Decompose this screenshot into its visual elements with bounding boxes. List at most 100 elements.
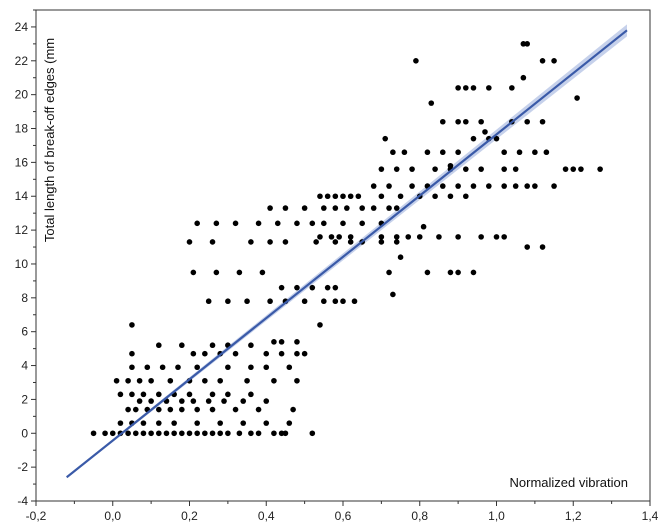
- data-point: [532, 149, 538, 156]
- y-tick-label: 12: [15, 223, 29, 237]
- data-point: [217, 377, 223, 384]
- data-point: [194, 430, 200, 437]
- data-point: [597, 166, 603, 172]
- data-point: [205, 298, 212, 305]
- data-point: [117, 391, 124, 398]
- data-point: [520, 41, 527, 47]
- data-point: [439, 149, 446, 156]
- data-point: [232, 350, 239, 357]
- data-point: [317, 234, 323, 240]
- data-point: [413, 57, 419, 64]
- data-point: [520, 74, 527, 81]
- data-point: [236, 430, 243, 437]
- data-point: [455, 183, 461, 189]
- data-point: [294, 284, 300, 291]
- data-point: [355, 193, 362, 200]
- data-point: [171, 430, 177, 437]
- data-point: [436, 234, 442, 240]
- data-point: [424, 149, 431, 156]
- data-point: [132, 430, 139, 437]
- data-point: [179, 406, 185, 413]
- data-point: [240, 420, 247, 426]
- data-point: [390, 291, 396, 298]
- data-point: [179, 342, 185, 349]
- data-point: [271, 430, 277, 437]
- data-point: [190, 269, 197, 276]
- data-point: [225, 298, 231, 305]
- data-point: [432, 193, 438, 200]
- data-point: [271, 377, 277, 384]
- data-point: [301, 205, 308, 211]
- data-point: [344, 205, 350, 211]
- data-point: [156, 420, 162, 426]
- data-point: [432, 166, 438, 172]
- data-point: [156, 391, 162, 398]
- data-point: [263, 350, 270, 357]
- data-point: [539, 244, 546, 250]
- data-point: [328, 234, 335, 240]
- data-point: [209, 391, 216, 398]
- data-point: [509, 85, 515, 91]
- data-point: [267, 298, 273, 305]
- data-point: [221, 398, 227, 404]
- y-tick-label: 0: [21, 426, 28, 440]
- data-point: [524, 244, 530, 250]
- data-point: [301, 350, 308, 357]
- data-point: [321, 205, 327, 211]
- data-point: [267, 205, 273, 211]
- y-tick-label: 16: [15, 155, 29, 169]
- data-point: [539, 118, 546, 125]
- data-point: [194, 406, 200, 413]
- data-point: [378, 234, 385, 240]
- data-point: [332, 239, 339, 245]
- data-point: [225, 364, 231, 371]
- y-tick-label: 10: [15, 257, 29, 271]
- data-point: [321, 298, 327, 305]
- data-point: [125, 430, 131, 437]
- data-point: [463, 166, 469, 172]
- data-point: [190, 350, 197, 357]
- data-point: [294, 377, 300, 384]
- data-point: [282, 205, 289, 211]
- data-point: [562, 166, 569, 172]
- data-point: [140, 430, 147, 437]
- data-point: [332, 193, 339, 200]
- y-tick-label: 20: [15, 88, 29, 102]
- data-point: [148, 377, 154, 384]
- data-point: [420, 223, 427, 230]
- data-point: [102, 430, 108, 437]
- data-point: [347, 239, 354, 245]
- data-point: [129, 364, 135, 371]
- data-point: [397, 193, 404, 200]
- data-point: [255, 406, 262, 413]
- data-point: [539, 57, 546, 64]
- data-point: [478, 118, 484, 125]
- data-point: [129, 391, 135, 398]
- data-point: [570, 166, 577, 172]
- data-point: [317, 193, 323, 200]
- data-point: [278, 430, 285, 437]
- data-point: [378, 166, 385, 172]
- data-point: [501, 149, 507, 156]
- data-point: [551, 57, 557, 64]
- data-point: [359, 205, 365, 211]
- data-point: [401, 149, 408, 156]
- data-point: [493, 135, 500, 142]
- y-tick-label: 18: [15, 122, 29, 136]
- y-tick-label: 6: [21, 325, 28, 339]
- data-point: [393, 166, 400, 172]
- y-tick-label: 4: [21, 359, 28, 373]
- data-point: [501, 166, 507, 172]
- data-point: [109, 430, 116, 437]
- x-axis-label: Normalized vibration: [510, 475, 629, 490]
- data-point: [217, 420, 223, 426]
- data-point: [317, 322, 323, 328]
- data-point: [370, 183, 377, 189]
- data-point: [167, 406, 174, 413]
- data-point: [232, 220, 239, 227]
- data-point: [332, 205, 339, 211]
- data-point: [205, 398, 212, 404]
- data-point: [278, 350, 285, 357]
- data-point: [424, 269, 431, 276]
